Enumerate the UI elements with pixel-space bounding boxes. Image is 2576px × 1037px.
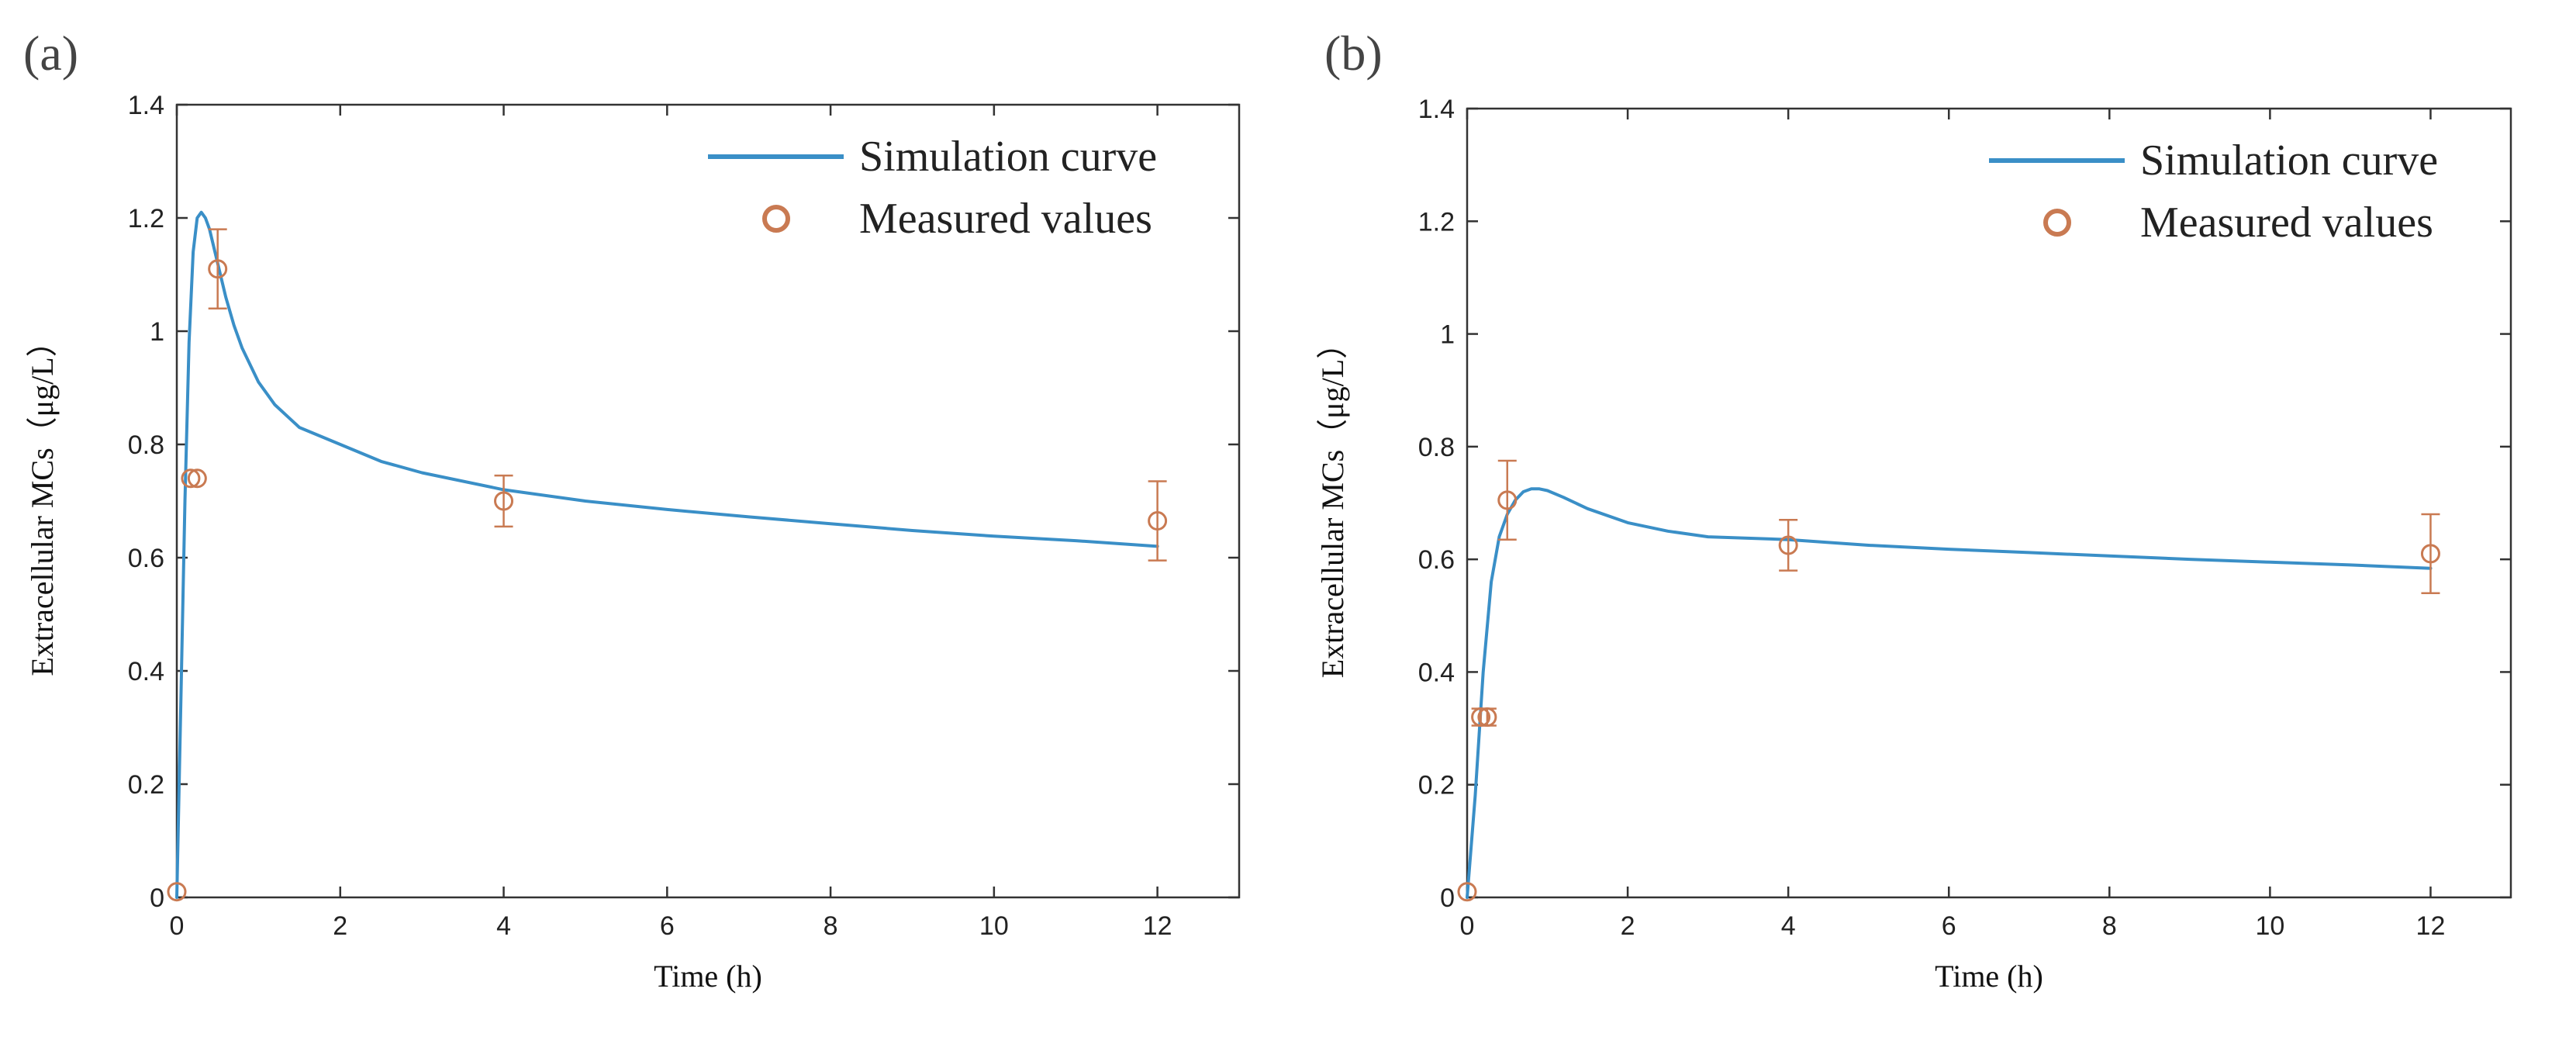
y-tick-label: 0.4 — [1418, 658, 1455, 687]
y-tick-label: 0.2 — [1418, 771, 1455, 800]
x-tick-label: 8 — [2102, 911, 2117, 941]
simulation-curve-line — [175, 210, 1159, 899]
legend-measured-swatch — [2043, 209, 2071, 237]
x-axis-title: Time (h) — [654, 959, 762, 994]
measured-value-point — [494, 491, 514, 511]
y-tick-label: 1.4 — [128, 91, 164, 120]
y-tick-label: 1.4 — [1418, 95, 1455, 124]
legend-measured-swatch — [762, 205, 790, 233]
x-tick-label: 10 — [2255, 911, 2284, 941]
y-tick-label: 1.2 — [1418, 207, 1455, 237]
plot-frame — [175, 103, 1241, 899]
x-tick-label: 10 — [979, 911, 1009, 941]
y-axis-title: Extracellular MCs（μg/L） — [1315, 328, 1350, 678]
legend-measured-label: Measured values — [859, 195, 1152, 243]
measured-value-point — [187, 468, 207, 489]
measured-value-point — [2420, 544, 2440, 564]
y-tick-label: 0.4 — [128, 657, 164, 686]
x-tick-label: 6 — [1942, 911, 1956, 941]
measured-value-point — [181, 468, 201, 489]
y-tick-label: 0.8 — [128, 430, 164, 460]
x-tick-label: 6 — [660, 911, 675, 941]
y-tick-label: 0 — [1440, 883, 1455, 913]
legend-simulation-label: Simulation curve — [2140, 137, 2438, 185]
plot-frame — [1466, 107, 2512, 899]
x-tick-label: 4 — [1781, 911, 1796, 941]
y-tick-label: 0 — [150, 883, 164, 913]
y-tick-label: 0.6 — [1418, 545, 1455, 575]
y-tick-label: 1 — [150, 317, 164, 347]
y-tick-label: 0.2 — [128, 770, 164, 800]
measured-value-point — [1497, 490, 1518, 510]
y-tick-label: 1.2 — [128, 204, 164, 233]
x-tick-label: 0 — [1460, 911, 1475, 941]
panel-label: (a) — [23, 26, 78, 81]
x-tick-label: 12 — [1143, 911, 1172, 941]
panel-a: (a) 0 2 4 6 8 10 12 0 0.2 0.4 0.6 0.8 1 1.2 1.4 Time (h)… — [23, 26, 1241, 994]
panel-label: (b) — [1324, 26, 1383, 81]
x-tick-label: 8 — [824, 911, 838, 941]
x-tick-label: 2 — [333, 911, 347, 941]
y-tick-label: 0.6 — [128, 544, 164, 573]
y-axis-title: Extracellular MCs（μg/L） — [25, 326, 60, 676]
x-tick-label: 0 — [170, 911, 185, 941]
measured-value-point — [1457, 882, 1477, 902]
measured-value-point — [1477, 707, 1497, 728]
x-tick-label: 4 — [496, 911, 511, 941]
measured-value-point — [167, 882, 187, 902]
simulation-curve-line — [1466, 487, 2433, 899]
measured-value-point — [208, 259, 228, 279]
x-tick-label: 2 — [1621, 911, 1635, 941]
x-axis-title: Time (h) — [1935, 959, 2043, 994]
panel-b: (b) 0 2 4 6 8 10 12 0 0.2 0.4 0.6 0.8 1 1.2 1.4 Time (h)… — [1315, 26, 2512, 994]
legend-measured-label: Measured values — [2140, 199, 2433, 247]
measured-value-point — [1148, 511, 1168, 531]
y-tick-label: 0.8 — [1418, 433, 1455, 462]
legend-simulation-label: Simulation curve — [859, 133, 1157, 181]
x-tick-label: 12 — [2416, 911, 2446, 941]
measured-value-point — [1778, 535, 1798, 555]
y-tick-label: 1 — [1440, 320, 1455, 350]
